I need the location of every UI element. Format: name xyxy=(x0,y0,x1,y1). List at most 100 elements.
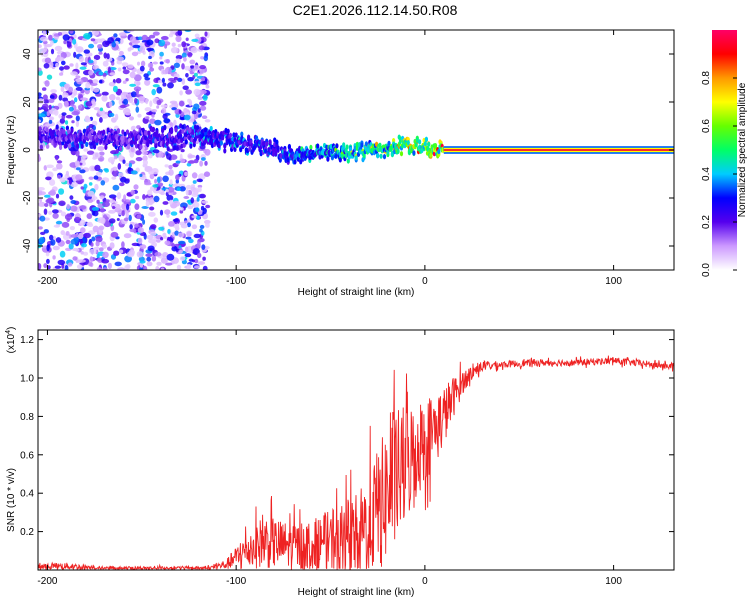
noise-blob xyxy=(78,105,81,110)
noise-blob xyxy=(70,226,75,230)
noise-blob xyxy=(117,192,121,199)
noise-blob xyxy=(183,57,187,62)
noise-blob xyxy=(158,227,164,231)
noise-blob xyxy=(152,256,156,262)
ridge-blob xyxy=(210,126,213,131)
noise-blob xyxy=(65,214,72,220)
noise-blob xyxy=(148,246,155,252)
noise-blob xyxy=(154,217,159,222)
noise-blob xyxy=(55,63,59,68)
noise-blob xyxy=(61,86,65,92)
noise-blob xyxy=(187,52,192,58)
noise-blob xyxy=(110,72,116,75)
noise-blob xyxy=(125,112,131,115)
noise-blob xyxy=(157,177,161,183)
noise-blob xyxy=(124,265,129,270)
noise-blob xyxy=(120,105,127,108)
noise-blob xyxy=(119,32,127,36)
noise-blob xyxy=(163,201,169,205)
noise-blob xyxy=(146,40,153,46)
noise-blob xyxy=(167,254,175,261)
noise-blob xyxy=(80,220,86,226)
noise-blob xyxy=(156,262,161,266)
ridge-blob xyxy=(397,149,400,154)
noise-blob xyxy=(129,84,136,87)
noise-blob xyxy=(45,80,50,87)
noise-blob xyxy=(187,99,191,103)
noise-blob xyxy=(183,86,189,91)
noise-blob xyxy=(75,160,80,165)
spec-xlabel: Height of straight line (km) xyxy=(298,287,415,298)
noise-blob xyxy=(108,263,112,269)
noise-blob xyxy=(148,56,152,59)
noise-blob xyxy=(121,241,125,248)
noise-blob xyxy=(174,63,180,68)
snr-xtick-label: 0 xyxy=(422,576,428,587)
noise-blob xyxy=(171,211,178,215)
noise-blob xyxy=(167,82,174,88)
noise-blob xyxy=(127,64,133,68)
noise-blob xyxy=(58,201,65,207)
ridge-blob xyxy=(127,144,130,149)
noise-blob xyxy=(94,59,97,65)
noise-blob xyxy=(49,105,52,110)
noise-blob xyxy=(154,120,161,126)
snr-ytick-label: 0.2 xyxy=(20,527,34,538)
noise-blob xyxy=(76,87,83,91)
noise-blob xyxy=(136,106,140,112)
noise-blob xyxy=(192,224,197,229)
noise-blob xyxy=(154,196,160,202)
noise-blob xyxy=(50,89,57,93)
noise-blob xyxy=(191,47,198,53)
noise-blob xyxy=(113,86,118,93)
noise-blob xyxy=(43,94,48,100)
noise-blob xyxy=(134,224,139,228)
noise-blob xyxy=(186,38,189,42)
ridge-blob xyxy=(335,143,338,148)
noise-blob xyxy=(140,66,145,72)
ridge-blob xyxy=(163,125,166,130)
noise-blob xyxy=(168,169,173,176)
noise-blob xyxy=(44,203,48,207)
noise-blob xyxy=(86,222,89,225)
noise-blob xyxy=(170,101,178,104)
noise-blob xyxy=(54,225,60,228)
multiplier-base: (x10 xyxy=(6,333,17,353)
noise-blob xyxy=(194,73,198,77)
ridge-blob xyxy=(152,127,155,132)
noise-blob xyxy=(178,250,183,253)
noise-blob xyxy=(70,206,77,212)
noise-blob xyxy=(109,210,114,214)
colorbar-tick-label: 0.2 xyxy=(701,215,712,229)
noise-blob xyxy=(125,78,128,81)
noise-blob xyxy=(205,149,211,156)
noise-blob xyxy=(172,43,176,47)
spec-ytick-label: 20 xyxy=(22,96,33,108)
noise-blob xyxy=(91,38,95,41)
noise-blob xyxy=(178,241,186,245)
noise-blob xyxy=(140,244,147,249)
noise-blob xyxy=(124,218,128,222)
noise-blob xyxy=(47,111,50,116)
noise-blob xyxy=(181,149,185,152)
snr-multiplier-label: (x104) xyxy=(5,327,17,354)
noise-blob xyxy=(62,92,68,97)
noise-blob xyxy=(172,201,180,207)
noise-blob xyxy=(175,174,180,180)
spec-xtick-label: -200 xyxy=(37,276,57,287)
noise-blob xyxy=(69,178,72,185)
noise-blob xyxy=(141,61,145,67)
ridge-blob xyxy=(275,140,278,145)
noise-blob xyxy=(101,95,107,101)
figure: -200 -100 0 100-40-2002040Height of straigh… xyxy=(0,0,750,600)
spec-xtick-label: 0 xyxy=(422,276,428,287)
ridge-blob xyxy=(220,140,223,145)
noise-blob xyxy=(87,191,94,197)
ridge-blob xyxy=(65,143,68,148)
noise-blob xyxy=(91,99,95,105)
noise-blob xyxy=(167,229,170,234)
spec-ytick-label: 0 xyxy=(22,147,33,153)
noise-blob xyxy=(90,256,94,262)
noise-blob xyxy=(69,107,74,112)
noise-blob xyxy=(160,210,163,216)
